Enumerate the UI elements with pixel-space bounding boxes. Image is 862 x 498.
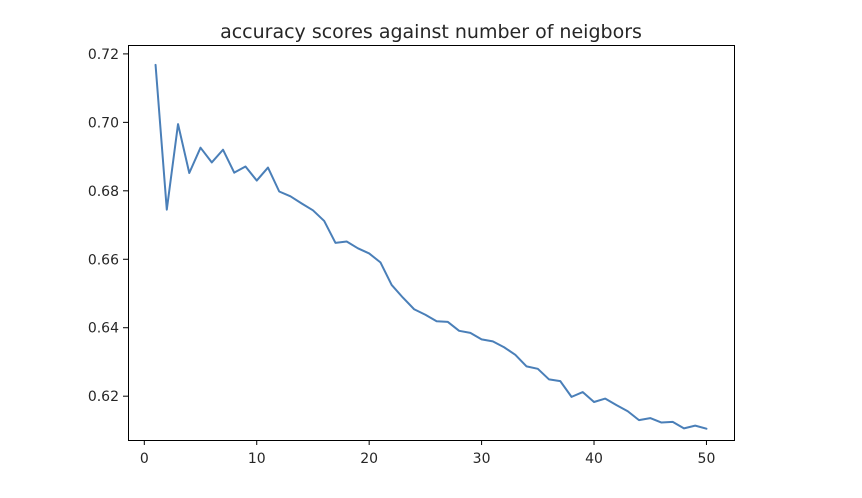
y-tick-label: 0.68 bbox=[88, 184, 119, 200]
x-tick-label: 10 bbox=[248, 451, 266, 467]
x-axis: 0 10 20 30 40 50 bbox=[140, 440, 716, 467]
y-tick-label: 0.62 bbox=[88, 389, 119, 405]
y-tick-label: 0.72 bbox=[88, 47, 119, 63]
plot-frame bbox=[128, 45, 735, 441]
series-line bbox=[154, 63, 708, 430]
chart-title: accuracy scores against number of neigbo… bbox=[220, 21, 642, 43]
y-tick-label: 0.66 bbox=[88, 252, 119, 268]
x-tick-label: 20 bbox=[360, 451, 378, 467]
y-tick-label: 0.64 bbox=[88, 321, 119, 337]
x-tick-label: 0 bbox=[140, 451, 149, 467]
y-tick-label: 0.70 bbox=[88, 115, 119, 131]
x-tick-label: 50 bbox=[698, 451, 716, 467]
x-tick-label: 40 bbox=[585, 451, 603, 467]
x-tick-label: 30 bbox=[473, 451, 491, 467]
y-axis: 0.62 0.64 0.66 0.68 0.70 0.72 bbox=[88, 47, 128, 405]
